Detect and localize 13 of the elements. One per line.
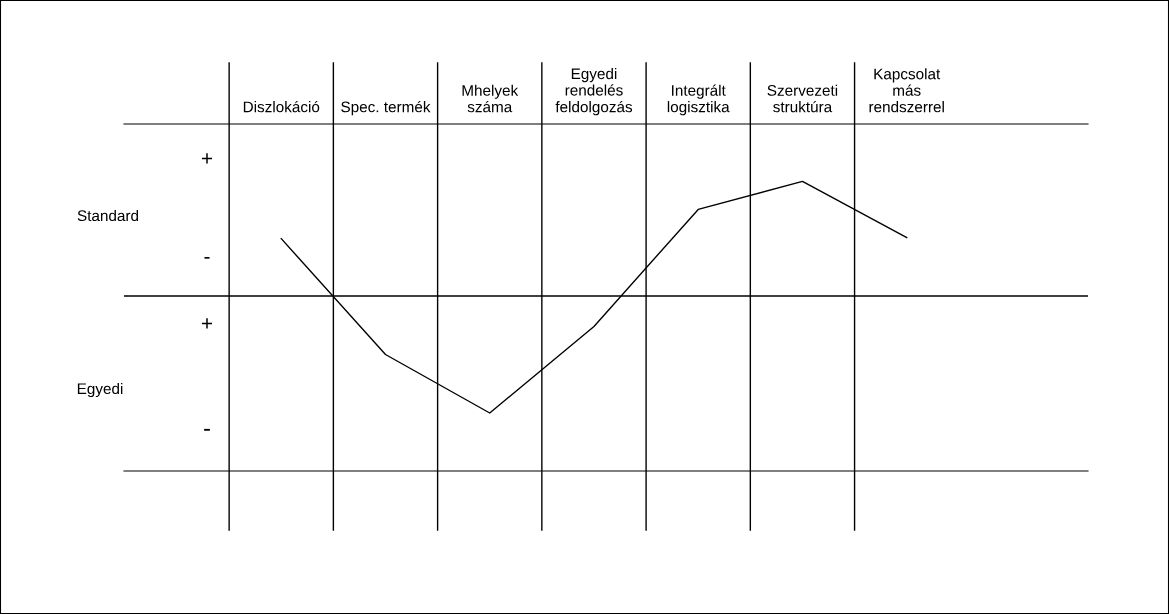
x-tick-label: Szervezeti struktúra	[767, 84, 838, 113]
x-tick-label: Kapcsolat más rendszerrel	[869, 68, 944, 113]
text: Standard	[77, 209, 139, 222]
x-tick-label: Mhelyek száma	[462, 84, 519, 113]
text: +	[201, 318, 213, 329]
text: -	[204, 257, 210, 259]
text: +	[201, 153, 213, 164]
x-tick-label: Egyedi rendelés feldolgozás	[555, 67, 633, 116]
text: -	[204, 428, 210, 431]
x-tick-label: Integrált logisztika	[667, 84, 730, 116]
text: Egyedi	[77, 382, 123, 398]
x-tick-label: Spec. termék	[341, 100, 431, 116]
x-tick-label: Diszlokáció	[243, 100, 320, 113]
